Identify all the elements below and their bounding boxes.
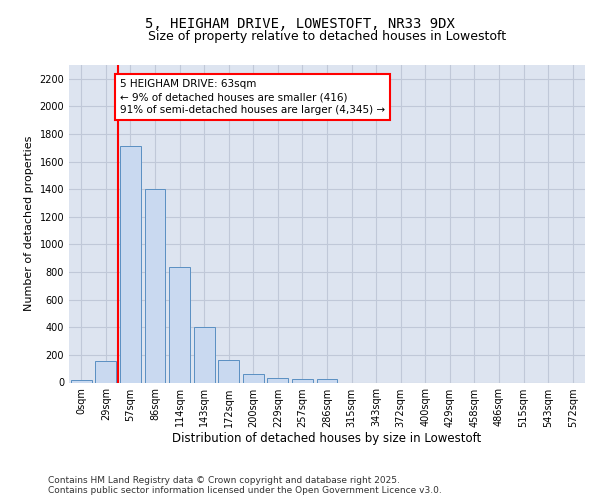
Bar bbox=[243, 374, 264, 382]
Bar bbox=[218, 360, 239, 382]
Bar bbox=[317, 378, 337, 382]
Bar bbox=[71, 380, 92, 382]
Bar bbox=[169, 267, 190, 382]
Bar bbox=[292, 378, 313, 382]
Text: 5 HEIGHAM DRIVE: 63sqm
← 9% of detached houses are smaller (416)
91% of semi-det: 5 HEIGHAM DRIVE: 63sqm ← 9% of detached … bbox=[120, 79, 385, 115]
Bar bbox=[120, 146, 141, 382]
Title: Size of property relative to detached houses in Lowestoft: Size of property relative to detached ho… bbox=[148, 30, 506, 43]
Bar bbox=[194, 328, 215, 382]
Bar bbox=[95, 361, 116, 382]
Bar bbox=[145, 189, 166, 382]
Text: 5, HEIGHAM DRIVE, LOWESTOFT, NR33 9DX: 5, HEIGHAM DRIVE, LOWESTOFT, NR33 9DX bbox=[145, 18, 455, 32]
Y-axis label: Number of detached properties: Number of detached properties bbox=[24, 136, 34, 312]
Bar bbox=[268, 378, 289, 382]
X-axis label: Distribution of detached houses by size in Lowestoft: Distribution of detached houses by size … bbox=[172, 432, 482, 446]
Text: Contains HM Land Registry data © Crown copyright and database right 2025.
Contai: Contains HM Land Registry data © Crown c… bbox=[48, 476, 442, 495]
